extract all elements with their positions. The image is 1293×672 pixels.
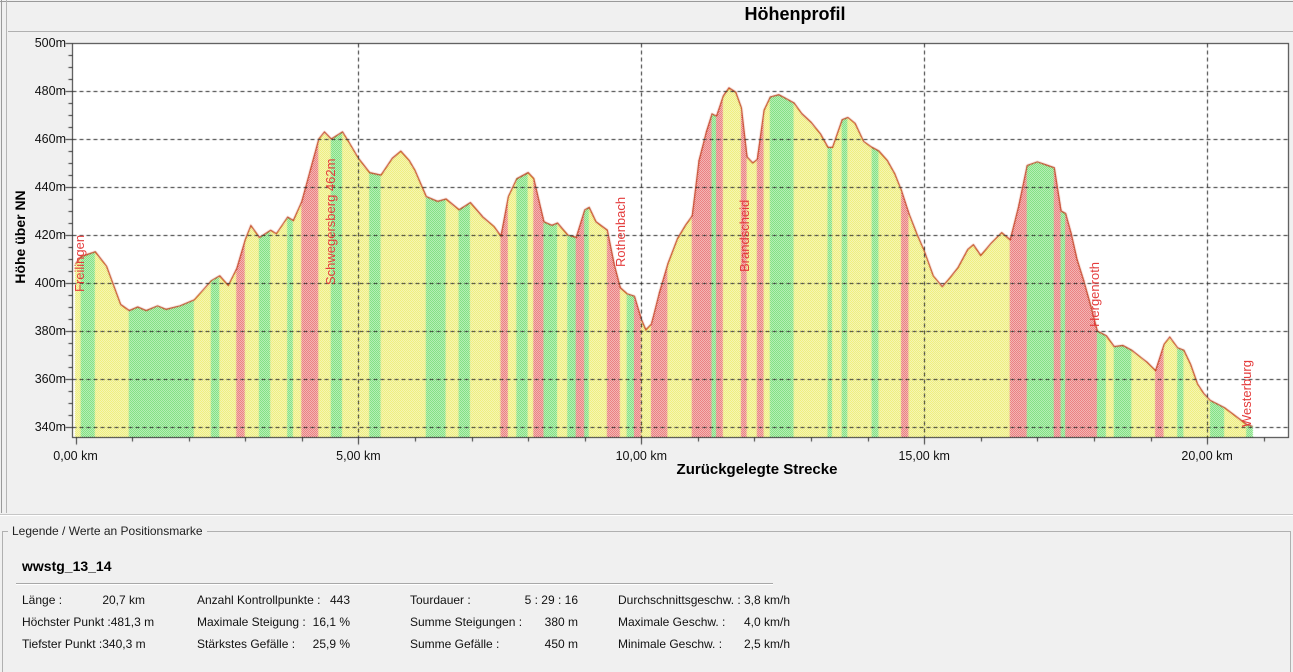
stat-value: 20,7 km xyxy=(102,593,145,607)
waypoint-label: Schwegersberg 462m xyxy=(322,158,338,285)
y-tick-label: 340m xyxy=(34,420,66,434)
y-tick-label: 360m xyxy=(34,372,66,386)
stat-row: Länge : 20,7 km xyxy=(22,593,145,608)
elevation-profile-chart[interactable] xyxy=(0,0,1293,513)
stat-label: Tourdauer : xyxy=(410,593,471,607)
stat-row: Minimale Geschw. : 2,5 km/h xyxy=(618,637,790,652)
stat-row: Summe Steigungen : 380 m xyxy=(410,615,578,630)
stat-value: 16,1 % xyxy=(312,615,350,629)
stat-row: Durchschnittsgeschw. :3,8 km/h xyxy=(618,593,790,608)
y-tick-label: 400m xyxy=(34,276,66,290)
stat-value: 5 : 29 : 16 xyxy=(524,593,578,607)
stat-label: Stärkstes Gefälle : xyxy=(197,637,296,651)
x-tick-label: 20,00 km xyxy=(1181,449,1233,463)
stat-row: Tourdauer : 5 : 29 : 16 xyxy=(410,593,578,608)
stat-value: 450 m xyxy=(544,637,578,651)
stat-value: 380 m xyxy=(544,615,578,629)
stat-value: 2,5 km/h xyxy=(743,637,790,651)
stat-value: 443 xyxy=(329,593,350,607)
stat-value: 3,8 km/h xyxy=(743,593,790,607)
stat-label: Maximale Geschw. : xyxy=(618,615,726,629)
waypoint-label: Hergenroth xyxy=(1086,261,1102,327)
stat-value: 340,3 m xyxy=(102,637,146,651)
waypoint-label: Freilingen xyxy=(72,234,88,292)
stat-label: Tiefster Punkt : xyxy=(22,637,103,651)
stats-column-3: Tourdauer :5 : 29 : 16 Summe Steigungen :… xyxy=(410,593,578,659)
stat-value: 4,0 km/h xyxy=(743,615,790,629)
panel-separator xyxy=(0,514,1293,516)
track-name-separator xyxy=(16,583,773,585)
stat-label: Minimale Geschw. : xyxy=(618,637,723,651)
stat-row: Stärkstes Gefälle : 25,9 % xyxy=(197,637,350,652)
stat-value: 481,3 m xyxy=(110,615,155,629)
stat-label: Höchster Punkt : xyxy=(22,615,111,629)
y-tick-label: 440m xyxy=(34,180,66,194)
y-tick-label: 380m xyxy=(34,324,66,338)
stat-label: Summe Gefälle : xyxy=(410,637,500,651)
y-tick-label: 420m xyxy=(34,228,66,242)
waypoint-label: Westerburg xyxy=(1238,360,1254,427)
legend-groupbox xyxy=(2,531,1291,672)
x-tick-label: 15,00 km xyxy=(898,449,950,463)
x-axis-title: Zurückgelegte Strecke xyxy=(676,461,838,478)
stat-row: Tiefster Punkt :340,3 m xyxy=(22,637,146,652)
y-tick-label: 480m xyxy=(34,84,66,98)
stat-row: Maximale Geschw. : 4,0 km/h xyxy=(618,615,790,630)
tour-statistics: Länge : 20,7 km Höchster Punkt :481,3 m Tie… xyxy=(0,593,1293,668)
x-tick-label: 10,00 km xyxy=(615,449,668,463)
stats-column-1: Länge : 20,7 km Höchster Punkt :481,3 m Tie… xyxy=(22,593,154,659)
stat-label: Maximale Steigung : xyxy=(197,615,306,629)
waypoint-label: Brandscheid xyxy=(737,199,753,272)
stat-row: Maximale Steigung : 16,1 % xyxy=(197,615,350,630)
stats-column-4: Durchschnittsgeschw. :3,8 km/h Maximale G… xyxy=(618,593,790,659)
track-name: wwstg_13_14 xyxy=(22,558,112,574)
stat-label: Länge : xyxy=(22,593,63,607)
stat-label: Durchschnittsgeschw. : xyxy=(618,593,741,607)
stat-label: Anzahl Kontrollpunkte : xyxy=(197,593,321,607)
stat-row: Höchster Punkt :481,3 m xyxy=(22,615,154,630)
y-tick-label: 460m xyxy=(34,132,66,146)
legend-groupbox-label: Legende / Werte an Positionsmarke xyxy=(8,524,207,538)
x-tick-label: 0,00 km xyxy=(53,449,98,463)
stat-label: Summe Steigungen : xyxy=(410,615,523,629)
y-tick-label: 500m xyxy=(34,36,66,50)
stats-column-2: Anzahl Kontrollpunkte : 443 Maximale Steig… xyxy=(197,593,350,659)
stat-value: 25,9 % xyxy=(312,637,350,651)
waypoint-label: Rothenbach xyxy=(612,196,628,267)
stat-row: Anzahl Kontrollpunkte : 443 xyxy=(197,593,350,608)
x-tick-label: 5,00 km xyxy=(336,449,381,463)
stat-row: Summe Gefälle : 450 m xyxy=(410,637,578,652)
